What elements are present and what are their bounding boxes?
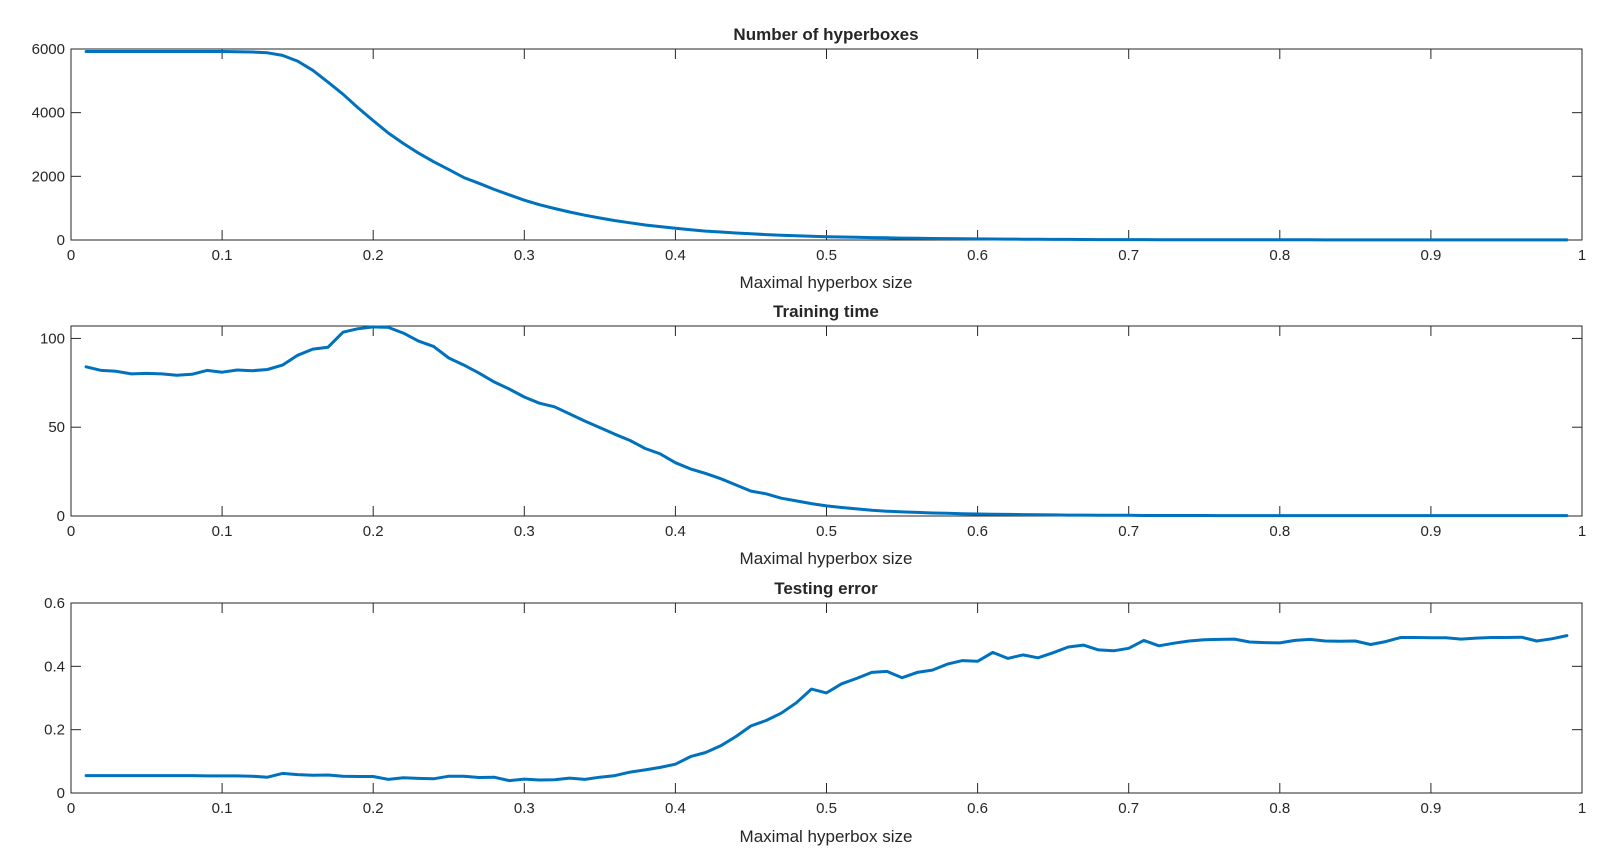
x-tick-label: 0.1: [212, 247, 233, 264]
subplot-testing-error-ticks: 0 0.1 0.2 0.3 0.4 0.5 0.6 0.7 0.8 0.9 1 0 0.2 0.4 0.6: [44, 595, 1586, 817]
y-tick-label: 50: [48, 419, 65, 436]
subplot-testing-error-xlabel: Maximal hyperbox size: [740, 827, 913, 846]
x-tick-label: 0.8: [1269, 523, 1290, 540]
x-tick-label: 1: [1578, 800, 1586, 817]
subplot-testing-error-series-line: [84, 634, 1569, 783]
x-tick-label: 0.2: [363, 247, 384, 264]
subplot-testing-error: Testing error 0 0.1 0.2 0.3 0.4 0.5 0.6 0.7 0.8 0…: [44, 579, 1586, 846]
x-tick-label: 0.7: [1118, 523, 1139, 540]
x-tick-label: 0.4: [665, 800, 686, 817]
x-tick-label: 1: [1578, 523, 1586, 540]
x-tick-label: 0.6: [967, 247, 988, 264]
subplot-training-time-series-line: [84, 325, 1569, 518]
x-tick-label: 0.3: [514, 800, 535, 817]
y-tick-label: 0: [57, 232, 65, 249]
x-tick-label: 0.7: [1118, 247, 1139, 264]
subplot-training-time-ticks: 0 0.1 0.2 0.3 0.4 0.5 0.6 0.7 0.8 0.9 1 0 50 100: [40, 326, 1586, 540]
subplot-hyperboxes-ticks: 0 0.1 0.2 0.3 0.4 0.5 0.6 0.7 0.8 0.9 1 0 2000 4000 60…: [32, 41, 1587, 264]
x-tick-label: 0.8: [1269, 800, 1290, 817]
x-tick-label: 0.1: [212, 523, 233, 540]
x-tick-label: 0: [67, 800, 75, 817]
x-tick-label: 0.3: [514, 523, 535, 540]
x-tick-label: 0.5: [816, 800, 837, 817]
x-tick-label: 0.5: [816, 523, 837, 540]
subplot-testing-error-title: Testing error: [774, 579, 878, 598]
x-tick-label: 0.6: [967, 800, 988, 817]
y-tick-label: 2000: [32, 168, 65, 185]
x-tick-label: 0.9: [1420, 800, 1441, 817]
x-tick-label: 0.1: [212, 800, 233, 817]
y-tick-label: 100: [40, 330, 65, 347]
y-tick-label: 0.4: [44, 658, 65, 675]
x-tick-label: 0.7: [1118, 800, 1139, 817]
subplot-training-time-title: Training time: [773, 302, 879, 321]
y-tick-label: 0.2: [44, 722, 65, 739]
x-tick-label: 1: [1578, 247, 1586, 264]
y-tick-label: 4000: [32, 105, 65, 122]
subplot-hyperboxes-series-line: [84, 50, 1569, 242]
y-tick-label: 0.6: [44, 595, 65, 612]
x-tick-label: 0.4: [665, 247, 686, 264]
x-tick-label: 0: [67, 523, 75, 540]
x-tick-label: 0.2: [363, 800, 384, 817]
y-tick-label: 0: [57, 785, 65, 802]
x-tick-label: 0.3: [514, 247, 535, 264]
x-tick-label: 0.9: [1420, 247, 1441, 264]
x-tick-label: 0.9: [1420, 523, 1441, 540]
subplot-hyperboxes-xlabel: Maximal hyperbox size: [740, 273, 913, 292]
x-tick-label: 0: [67, 247, 75, 264]
x-tick-label: 0.5: [816, 247, 837, 264]
y-tick-label: 6000: [32, 41, 65, 58]
subplot-training-time-xlabel: Maximal hyperbox size: [740, 549, 913, 568]
subplot-hyperboxes-title: Number of hyperboxes: [733, 25, 918, 44]
x-tick-label: 0.4: [665, 523, 686, 540]
y-tick-label: 0: [57, 508, 65, 525]
x-tick-label: 0.8: [1269, 247, 1290, 264]
subplot-hyperboxes: Number of hyperboxes 0 0.1 0.2 0.3 0.4 0.5 0.6…: [32, 25, 1587, 292]
x-tick-label: 0.6: [967, 523, 988, 540]
x-tick-label: 0.2: [363, 523, 384, 540]
subplot-training-time: Training time 0 0.1 0.2 0.3 0.4 0.5 0.6 0.7 0.8 0…: [40, 302, 1586, 568]
